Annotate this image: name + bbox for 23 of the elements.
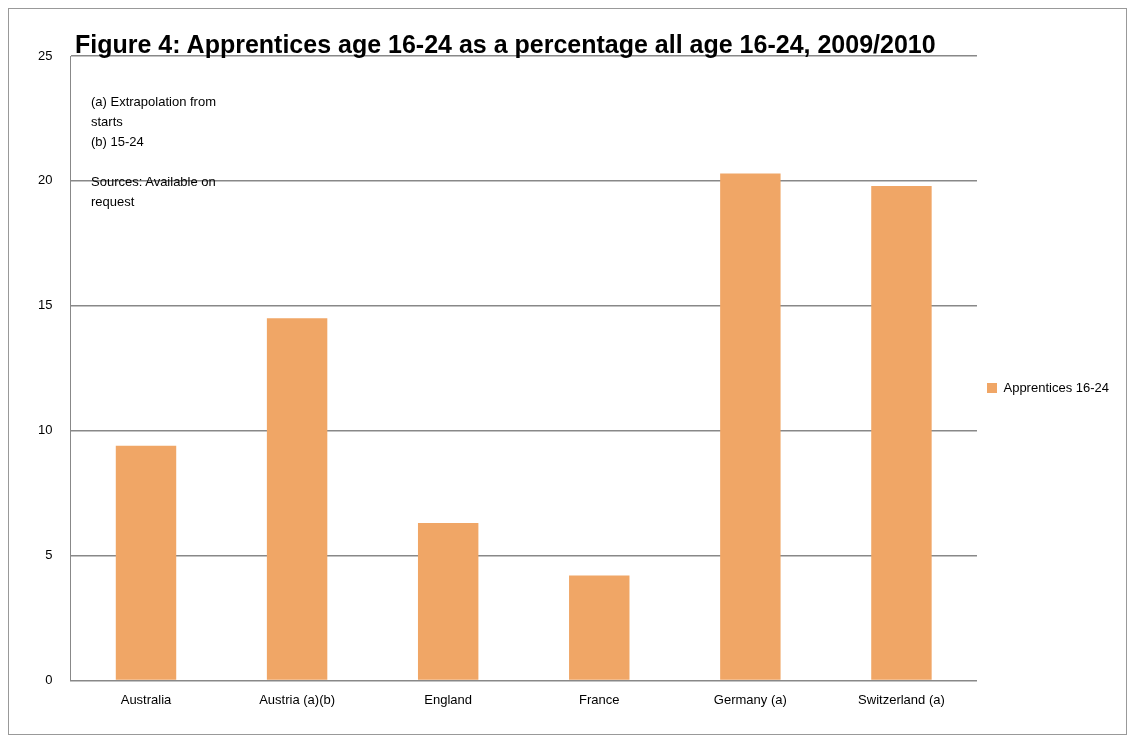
bar <box>115 445 177 680</box>
legend-label: Apprentices 16-24 <box>1003 379 1109 395</box>
y-tick-label: 20 <box>37 172 53 188</box>
bar <box>417 523 479 680</box>
bar <box>871 185 932 680</box>
chart-title: Figure 4: Apprentices age 16-24 as a percentage all age 16-24, 2009/2010 <box>75 30 936 59</box>
x-tick-label: France <box>579 691 620 707</box>
x-tick-label: Germany (a) <box>713 691 787 707</box>
y-tick-label: 5 <box>45 547 53 563</box>
x-tick-label: Switzerland (a) <box>858 691 945 707</box>
y-tick-label: 0 <box>45 671 53 687</box>
annotation: (a) Extrapolation from starts <box>91 93 216 131</box>
y-tick-label: 10 <box>37 422 53 438</box>
x-tick-label: Australia <box>120 691 173 707</box>
x-tick-label: England <box>424 691 473 707</box>
y-tick-label: 15 <box>37 297 53 313</box>
bar <box>569 575 630 680</box>
annotation: Sources: Available on request <box>91 173 216 211</box>
bar <box>720 173 781 680</box>
y-tick-label: 25 <box>37 47 53 63</box>
bar <box>266 318 328 680</box>
annotation: (b) 15-24 <box>91 133 145 151</box>
x-tick-label: Austria (a)(b) <box>259 691 336 707</box>
